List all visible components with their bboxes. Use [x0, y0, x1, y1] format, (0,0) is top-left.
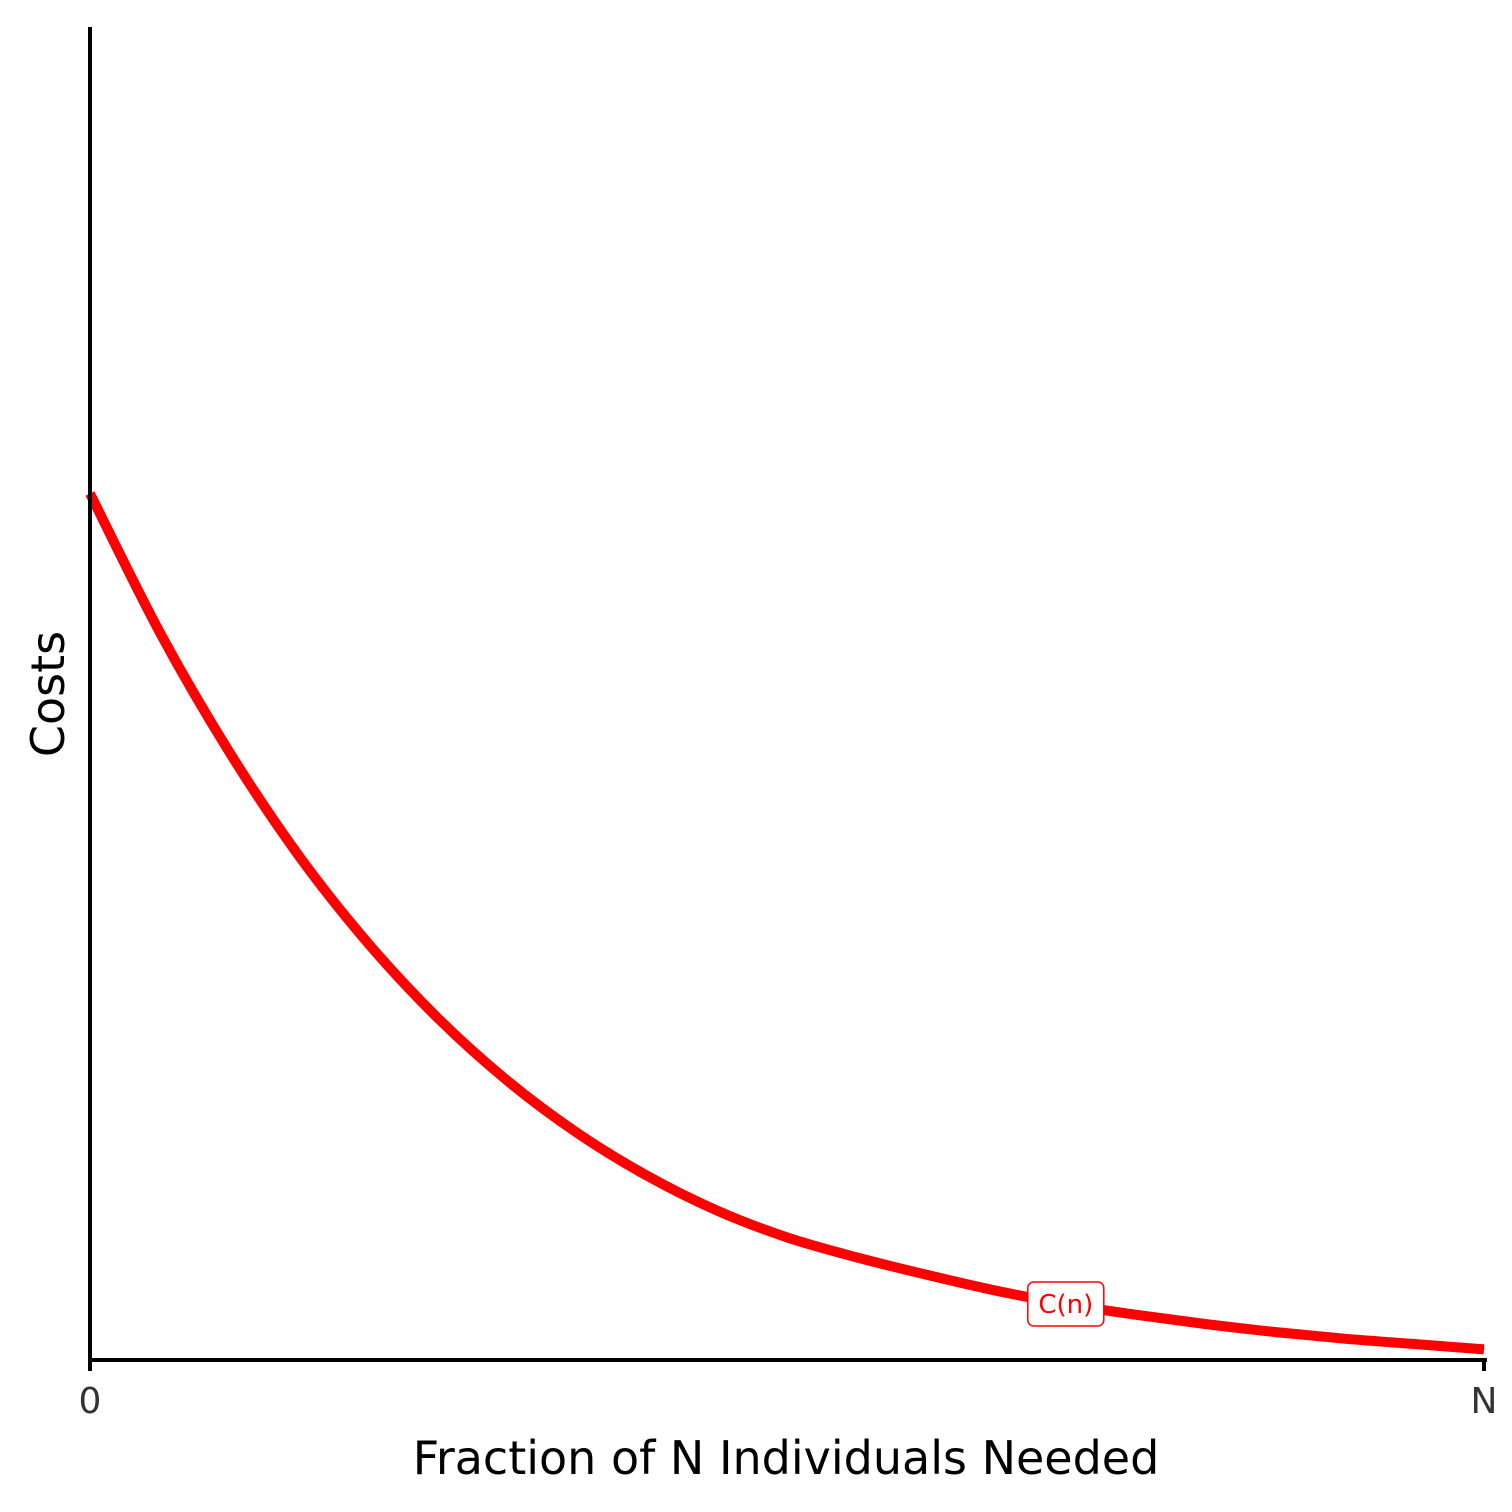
x-tick-label: N [1471, 1381, 1498, 1422]
series-label-text: C(n) [1038, 1290, 1093, 1320]
series-label: C(n) [1027, 1281, 1105, 1327]
series-line-cost-curve [85, 491, 1485, 1355]
y-axis-title: Costs [21, 631, 75, 757]
plot-area: C(n) [85, 491, 1485, 1355]
x-tick-label: 0 [79, 1381, 102, 1422]
x-axis-title: Fraction of N Individuals Needed [413, 1431, 1160, 1485]
series-label-box [1027, 1281, 1105, 1327]
